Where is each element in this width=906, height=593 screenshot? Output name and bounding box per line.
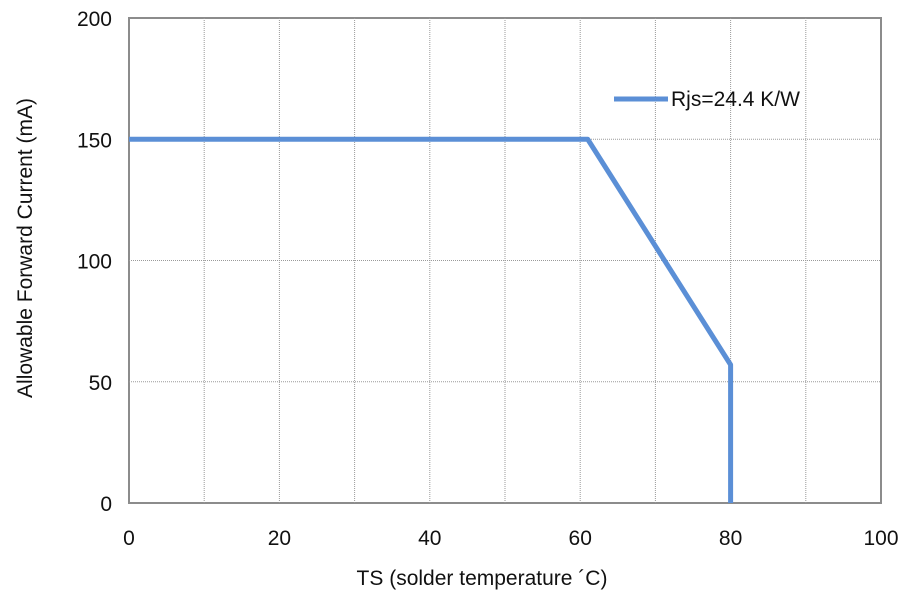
x-tick-label: 40 xyxy=(418,527,441,550)
y-tick-label: 100 xyxy=(77,251,112,274)
y-tick-label: 150 xyxy=(77,129,112,152)
legend: Rjs=24.4 K/W xyxy=(614,88,800,111)
x-axis-label: TS (solder temperature ´C) xyxy=(357,567,608,590)
x-tick-label: 100 xyxy=(863,527,898,550)
y-axis-label: Allowable Forward Current (mA) xyxy=(14,98,37,398)
x-tick-label: 60 xyxy=(569,527,592,550)
y-tick-label: 50 xyxy=(89,372,112,395)
x-tick-label: 0 xyxy=(123,527,135,550)
y-tick-label: 200 xyxy=(77,8,112,31)
series-layer xyxy=(129,136,734,503)
x-tick-label: 80 xyxy=(719,527,742,550)
y-tick-label: 0 xyxy=(100,493,112,516)
x-axis-ticks: 0 20 40 60 80 100 xyxy=(123,527,898,550)
x-tick-label: 20 xyxy=(268,527,291,550)
legend-label: Rjs=24.4 K/W xyxy=(671,88,800,111)
series-line xyxy=(129,136,734,503)
y-axis-ticks: 0 50 100 150 200 xyxy=(77,8,112,516)
